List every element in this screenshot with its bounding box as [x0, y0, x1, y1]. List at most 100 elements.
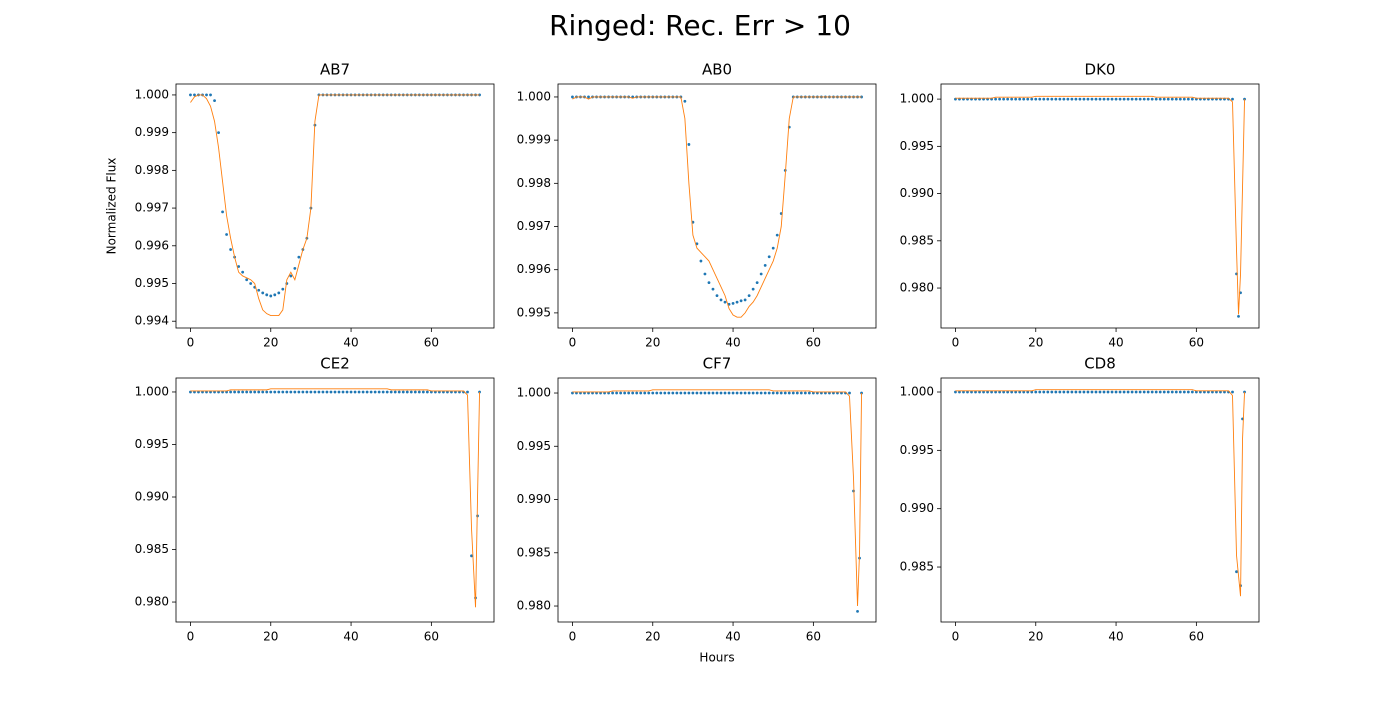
data-point [1034, 390, 1038, 394]
data-point [225, 233, 228, 236]
data-point [381, 390, 385, 394]
data-point [293, 267, 297, 270]
data-point [1158, 97, 1162, 101]
data-point [998, 390, 1002, 394]
data-point [281, 390, 285, 394]
data-point [1086, 390, 1090, 394]
x-tick-label: 40 [343, 630, 358, 644]
data-point [703, 391, 707, 395]
x-tick-label: 60 [424, 336, 439, 350]
x-tick-label: 0 [187, 630, 195, 644]
data-point [265, 293, 269, 297]
data-point [337, 390, 341, 394]
data-point [974, 390, 977, 394]
y-tick-label: 0.994 [135, 314, 169, 328]
data-point [1211, 390, 1214, 394]
data-point [1142, 390, 1146, 394]
data-point [1215, 390, 1218, 394]
data-point [1026, 97, 1030, 101]
data-point [723, 300, 727, 304]
data-point [683, 99, 687, 103]
data-point [365, 390, 369, 394]
y-tick-label: 0.998 [135, 163, 169, 177]
model-line [572, 389, 862, 607]
data-point [1058, 97, 1062, 101]
data-point [1070, 97, 1074, 101]
data-point [1102, 390, 1106, 394]
data-point [1122, 390, 1126, 394]
data-point [990, 390, 993, 394]
data-point [962, 390, 965, 394]
data-point [1010, 97, 1014, 101]
data-point [1231, 390, 1234, 394]
data-point [241, 270, 245, 274]
data-point [421, 390, 425, 394]
data-point [297, 255, 301, 259]
x-tick-label: 0 [187, 336, 195, 350]
data-point [285, 390, 289, 394]
data-point [466, 390, 469, 394]
data-point [747, 391, 751, 395]
data-point [771, 391, 775, 395]
data-point [1066, 97, 1070, 101]
data-point [1062, 390, 1066, 394]
data-point [265, 390, 269, 394]
data-point [269, 390, 273, 394]
data-point [619, 391, 623, 395]
data-point [273, 293, 277, 297]
data-point [1186, 97, 1190, 101]
data-point [755, 391, 759, 395]
y-tick-label: 0.995 [900, 139, 934, 153]
x-tick-label: 0 [569, 630, 577, 644]
x-tick-label: 40 [1108, 336, 1123, 350]
data-point [1086, 97, 1090, 101]
data-point [1170, 97, 1174, 101]
data-point [751, 287, 755, 291]
x-tick-label: 0 [952, 336, 960, 350]
data-point [703, 272, 707, 276]
data-point [1178, 97, 1182, 101]
data-point [1030, 97, 1034, 101]
data-point [779, 391, 783, 395]
y-tick-label: 0.999 [135, 125, 169, 139]
data-point [571, 95, 574, 99]
model-line [190, 94, 480, 316]
data-point [848, 391, 851, 395]
data-point [1090, 97, 1094, 101]
data-point [1014, 97, 1018, 101]
data-point [221, 210, 224, 214]
data-point [1198, 390, 1202, 394]
data-point [213, 99, 216, 102]
model-line [955, 389, 1245, 597]
data-point [237, 265, 241, 268]
data-point [687, 391, 691, 395]
data-point [417, 390, 421, 394]
data-point [1110, 97, 1114, 101]
y-tick-label: 0.990 [517, 492, 551, 506]
data-point [1070, 390, 1074, 394]
data-point [1142, 97, 1146, 101]
data-point [1078, 390, 1082, 394]
y-tick-label: 0.990 [135, 490, 169, 504]
data-point [1098, 390, 1102, 394]
x-tick-label: 40 [1108, 630, 1123, 644]
data-point [1219, 390, 1222, 394]
data-point [1078, 97, 1082, 101]
data-point [1162, 390, 1166, 394]
data-point [397, 390, 401, 394]
data-point [425, 390, 429, 394]
data-point [353, 390, 357, 394]
data-point [305, 390, 309, 394]
data-point [994, 97, 998, 101]
data-point [611, 391, 615, 395]
data-point [643, 391, 647, 395]
figure-title: Ringed: Rec. Err > 10 [549, 9, 851, 42]
data-point [1094, 97, 1098, 101]
data-point [1235, 570, 1238, 574]
y-tick-label: 0.998 [517, 176, 551, 190]
data-point [325, 390, 329, 394]
data-point [775, 391, 779, 395]
data-point [289, 390, 293, 394]
data-point [313, 390, 317, 394]
